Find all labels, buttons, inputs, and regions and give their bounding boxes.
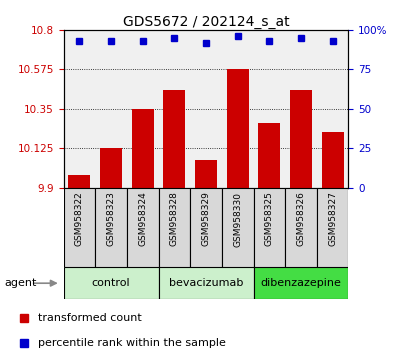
Bar [63, 188, 95, 267]
Bar [100, 148, 122, 188]
Text: GSM958322: GSM958322 [75, 192, 84, 246]
Bar [289, 90, 311, 188]
Text: GSM958329: GSM958329 [201, 192, 210, 246]
Text: transformed count: transformed count [38, 313, 141, 323]
Bar [258, 123, 280, 188]
Text: bevacizumab: bevacizumab [169, 278, 243, 288]
Bar [68, 175, 90, 188]
Bar [190, 188, 221, 267]
Bar [158, 188, 190, 267]
Bar [316, 188, 348, 267]
Bar [126, 188, 158, 267]
Text: GSM958330: GSM958330 [233, 192, 242, 247]
Bar [321, 132, 343, 188]
Title: GDS5672 / 202124_s_at: GDS5672 / 202124_s_at [122, 15, 289, 29]
Bar [158, 267, 253, 299]
Bar [131, 109, 153, 188]
Bar [253, 188, 285, 267]
Text: percentile rank within the sample: percentile rank within the sample [38, 338, 225, 348]
Bar [63, 267, 158, 299]
Bar [285, 188, 316, 267]
Text: GSM958326: GSM958326 [296, 192, 305, 246]
Bar [95, 188, 126, 267]
Bar [253, 267, 348, 299]
Text: GSM958324: GSM958324 [138, 192, 147, 246]
Text: GSM958325: GSM958325 [264, 192, 273, 246]
Bar [221, 188, 253, 267]
Text: control: control [92, 278, 130, 288]
Bar [226, 69, 248, 188]
Text: GSM958327: GSM958327 [327, 192, 336, 246]
Text: GSM958328: GSM958328 [169, 192, 178, 246]
Bar [163, 90, 185, 188]
Text: dibenzazepine: dibenzazepine [260, 278, 341, 288]
Text: agent: agent [4, 278, 36, 288]
Bar [194, 160, 217, 188]
Text: GSM958323: GSM958323 [106, 192, 115, 246]
